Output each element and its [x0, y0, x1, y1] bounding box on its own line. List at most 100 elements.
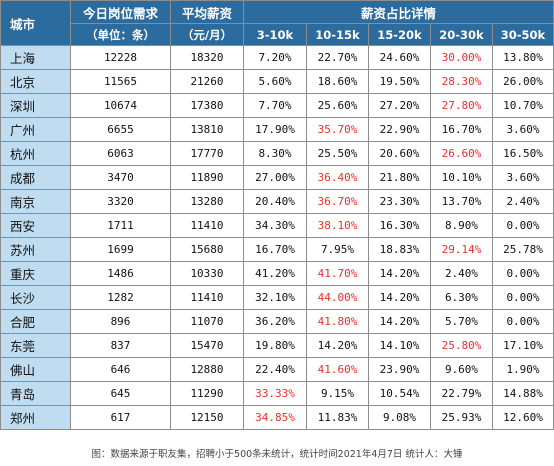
- city-cell: 杭州: [0, 141, 71, 166]
- city-cell: 上海: [0, 45, 71, 70]
- percentage-cell: 24.60%: [368, 45, 431, 70]
- salary-cell: 11070: [170, 309, 244, 334]
- percentage-cell: 25.93%: [430, 405, 493, 430]
- percentage-cell: 3.60%: [492, 165, 554, 190]
- percentage-cell: 2.40%: [492, 189, 554, 214]
- salary-cell: 17380: [170, 93, 244, 118]
- distribution-header: 薪资占比详情: [243, 0, 554, 24]
- percentage-cell: 2.40%: [430, 261, 493, 286]
- percentage-cell: 9.15%: [306, 381, 369, 406]
- range-header-15-20k: 15-20k: [368, 23, 431, 46]
- percentage-cell: 8.30%: [243, 141, 307, 166]
- city-cell: 东莞: [0, 333, 71, 358]
- percentage-cell: 13.80%: [492, 45, 554, 70]
- demand-cell: 12228: [70, 45, 171, 70]
- demand-cell: 896: [70, 309, 171, 334]
- percentage-cell: 16.70%: [430, 117, 493, 142]
- demand-unit-label: （单位：条）: [70, 23, 171, 46]
- range-header-30-50k: 30-50k: [492, 23, 554, 46]
- salary-column-header: 平均薪资: [170, 0, 244, 24]
- percentage-cell: 0.00%: [492, 213, 554, 238]
- percentage-cell: 28.30%: [430, 69, 493, 94]
- table-row: 郑州 617 12150 34.85% 11.83% 9.08% 25.93% 12.60%: [0, 405, 554, 430]
- percentage-cell: 0.00%: [492, 285, 554, 310]
- percentage-cell: 14.10%: [368, 333, 431, 358]
- salary-cell: 13810: [170, 117, 244, 142]
- percentage-cell: 14.20%: [368, 285, 431, 310]
- percentage-cell: 3.60%: [492, 117, 554, 142]
- demand-cell: 617: [70, 405, 171, 430]
- percentage-cell: 10.10%: [430, 165, 493, 190]
- table-row: 佛山 646 12880 22.40% 41.60% 23.90% 9.60% 1.90%: [0, 357, 554, 382]
- city-cell: 成都: [0, 165, 71, 190]
- demand-cell: 646: [70, 357, 171, 382]
- percentage-cell: 38.10%: [306, 213, 369, 238]
- percentage-cell: 19.80%: [243, 333, 307, 358]
- percentage-cell: 7.70%: [243, 93, 307, 118]
- table-row: 合肥 896 11070 36.20% 41.80% 14.20% 5.70% 0.00%: [0, 309, 554, 334]
- salary-cell: 12880: [170, 357, 244, 382]
- city-cell: 深圳: [0, 93, 71, 118]
- percentage-cell: 36.40%: [306, 165, 369, 190]
- percentage-cell: 27.80%: [430, 93, 493, 118]
- demand-cell: 1282: [70, 285, 171, 310]
- city-cell: 青岛: [0, 381, 71, 406]
- salary-cell: 12150: [170, 405, 244, 430]
- percentage-cell: 14.88%: [492, 381, 554, 406]
- demand-cell: 837: [70, 333, 171, 358]
- table-row: 上海 12228 18320 7.20% 22.70% 24.60% 30.00% 13.80…: [0, 45, 554, 70]
- table-row: 青岛 645 11290 33.33% 9.15% 10.54% 22.79% 14.88%: [0, 381, 554, 406]
- percentage-cell: 36.20%: [243, 309, 307, 334]
- percentage-cell: 19.50%: [368, 69, 431, 94]
- percentage-cell: 22.40%: [243, 357, 307, 382]
- salary-cell: 11410: [170, 285, 244, 310]
- percentage-cell: 26.00%: [492, 69, 554, 94]
- table-row: 杭州 6063 17770 8.30% 25.50% 20.60% 26.60% 16.50%: [0, 141, 554, 166]
- percentage-cell: 10.54%: [368, 381, 431, 406]
- city-cell: 长沙: [0, 285, 71, 310]
- percentage-cell: 14.20%: [368, 309, 431, 334]
- demand-cell: 10674: [70, 93, 171, 118]
- percentage-cell: 25.80%: [430, 333, 493, 358]
- percentage-cell: 18.83%: [368, 237, 431, 262]
- demand-cell: 1699: [70, 237, 171, 262]
- percentage-cell: 0.00%: [492, 309, 554, 334]
- percentage-cell: 29.14%: [430, 237, 493, 262]
- city-cell: 合肥: [0, 309, 71, 334]
- table-row: 东莞 837 15470 19.80% 14.20% 14.10% 25.80% 17.10%: [0, 333, 554, 358]
- percentage-cell: 44.00%: [306, 285, 369, 310]
- city-cell: 北京: [0, 69, 71, 94]
- city-cell: 西安: [0, 213, 71, 238]
- salary-cell: 13280: [170, 189, 244, 214]
- percentage-cell: 10.70%: [492, 93, 554, 118]
- percentage-cell: 9.60%: [430, 357, 493, 382]
- percentage-cell: 21.80%: [368, 165, 431, 190]
- table-row: 苏州 1699 15680 16.70% 7.95% 18.83% 29.14% 25.78%: [0, 237, 554, 262]
- percentage-cell: 23.30%: [368, 189, 431, 214]
- city-cell: 郑州: [0, 405, 71, 430]
- table-row: 西安 1711 11410 34.30% 38.10% 16.30% 8.90% 0.00%: [0, 213, 554, 238]
- salary-cell: 11890: [170, 165, 244, 190]
- demand-cell: 6655: [70, 117, 171, 142]
- salary-cell: 15680: [170, 237, 244, 262]
- percentage-cell: 20.60%: [368, 141, 431, 166]
- range-header-10-15k: 10-15k: [306, 23, 369, 46]
- salary-unit-label: （元/月）: [170, 23, 244, 46]
- table-body: 上海 12228 18320 7.20% 22.70% 24.60% 30.00% 13.80…: [0, 45, 554, 430]
- percentage-cell: 30.00%: [430, 45, 493, 70]
- percentage-cell: 8.90%: [430, 213, 493, 238]
- percentage-cell: 41.70%: [306, 261, 369, 286]
- percentage-cell: 35.70%: [306, 117, 369, 142]
- percentage-cell: 41.60%: [306, 357, 369, 382]
- demand-cell: 1486: [70, 261, 171, 286]
- percentage-cell: 26.60%: [430, 141, 493, 166]
- percentage-cell: 27.00%: [243, 165, 307, 190]
- percentage-cell: 1.90%: [492, 357, 554, 382]
- percentage-cell: 0.00%: [492, 261, 554, 286]
- city-cell: 南京: [0, 189, 71, 214]
- percentage-cell: 16.70%: [243, 237, 307, 262]
- demand-cell: 645: [70, 381, 171, 406]
- percentage-cell: 11.83%: [306, 405, 369, 430]
- demand-cell: 11565: [70, 69, 171, 94]
- table-row: 深圳 10674 17380 7.70% 25.60% 27.20% 27.80% 10.70…: [0, 93, 554, 118]
